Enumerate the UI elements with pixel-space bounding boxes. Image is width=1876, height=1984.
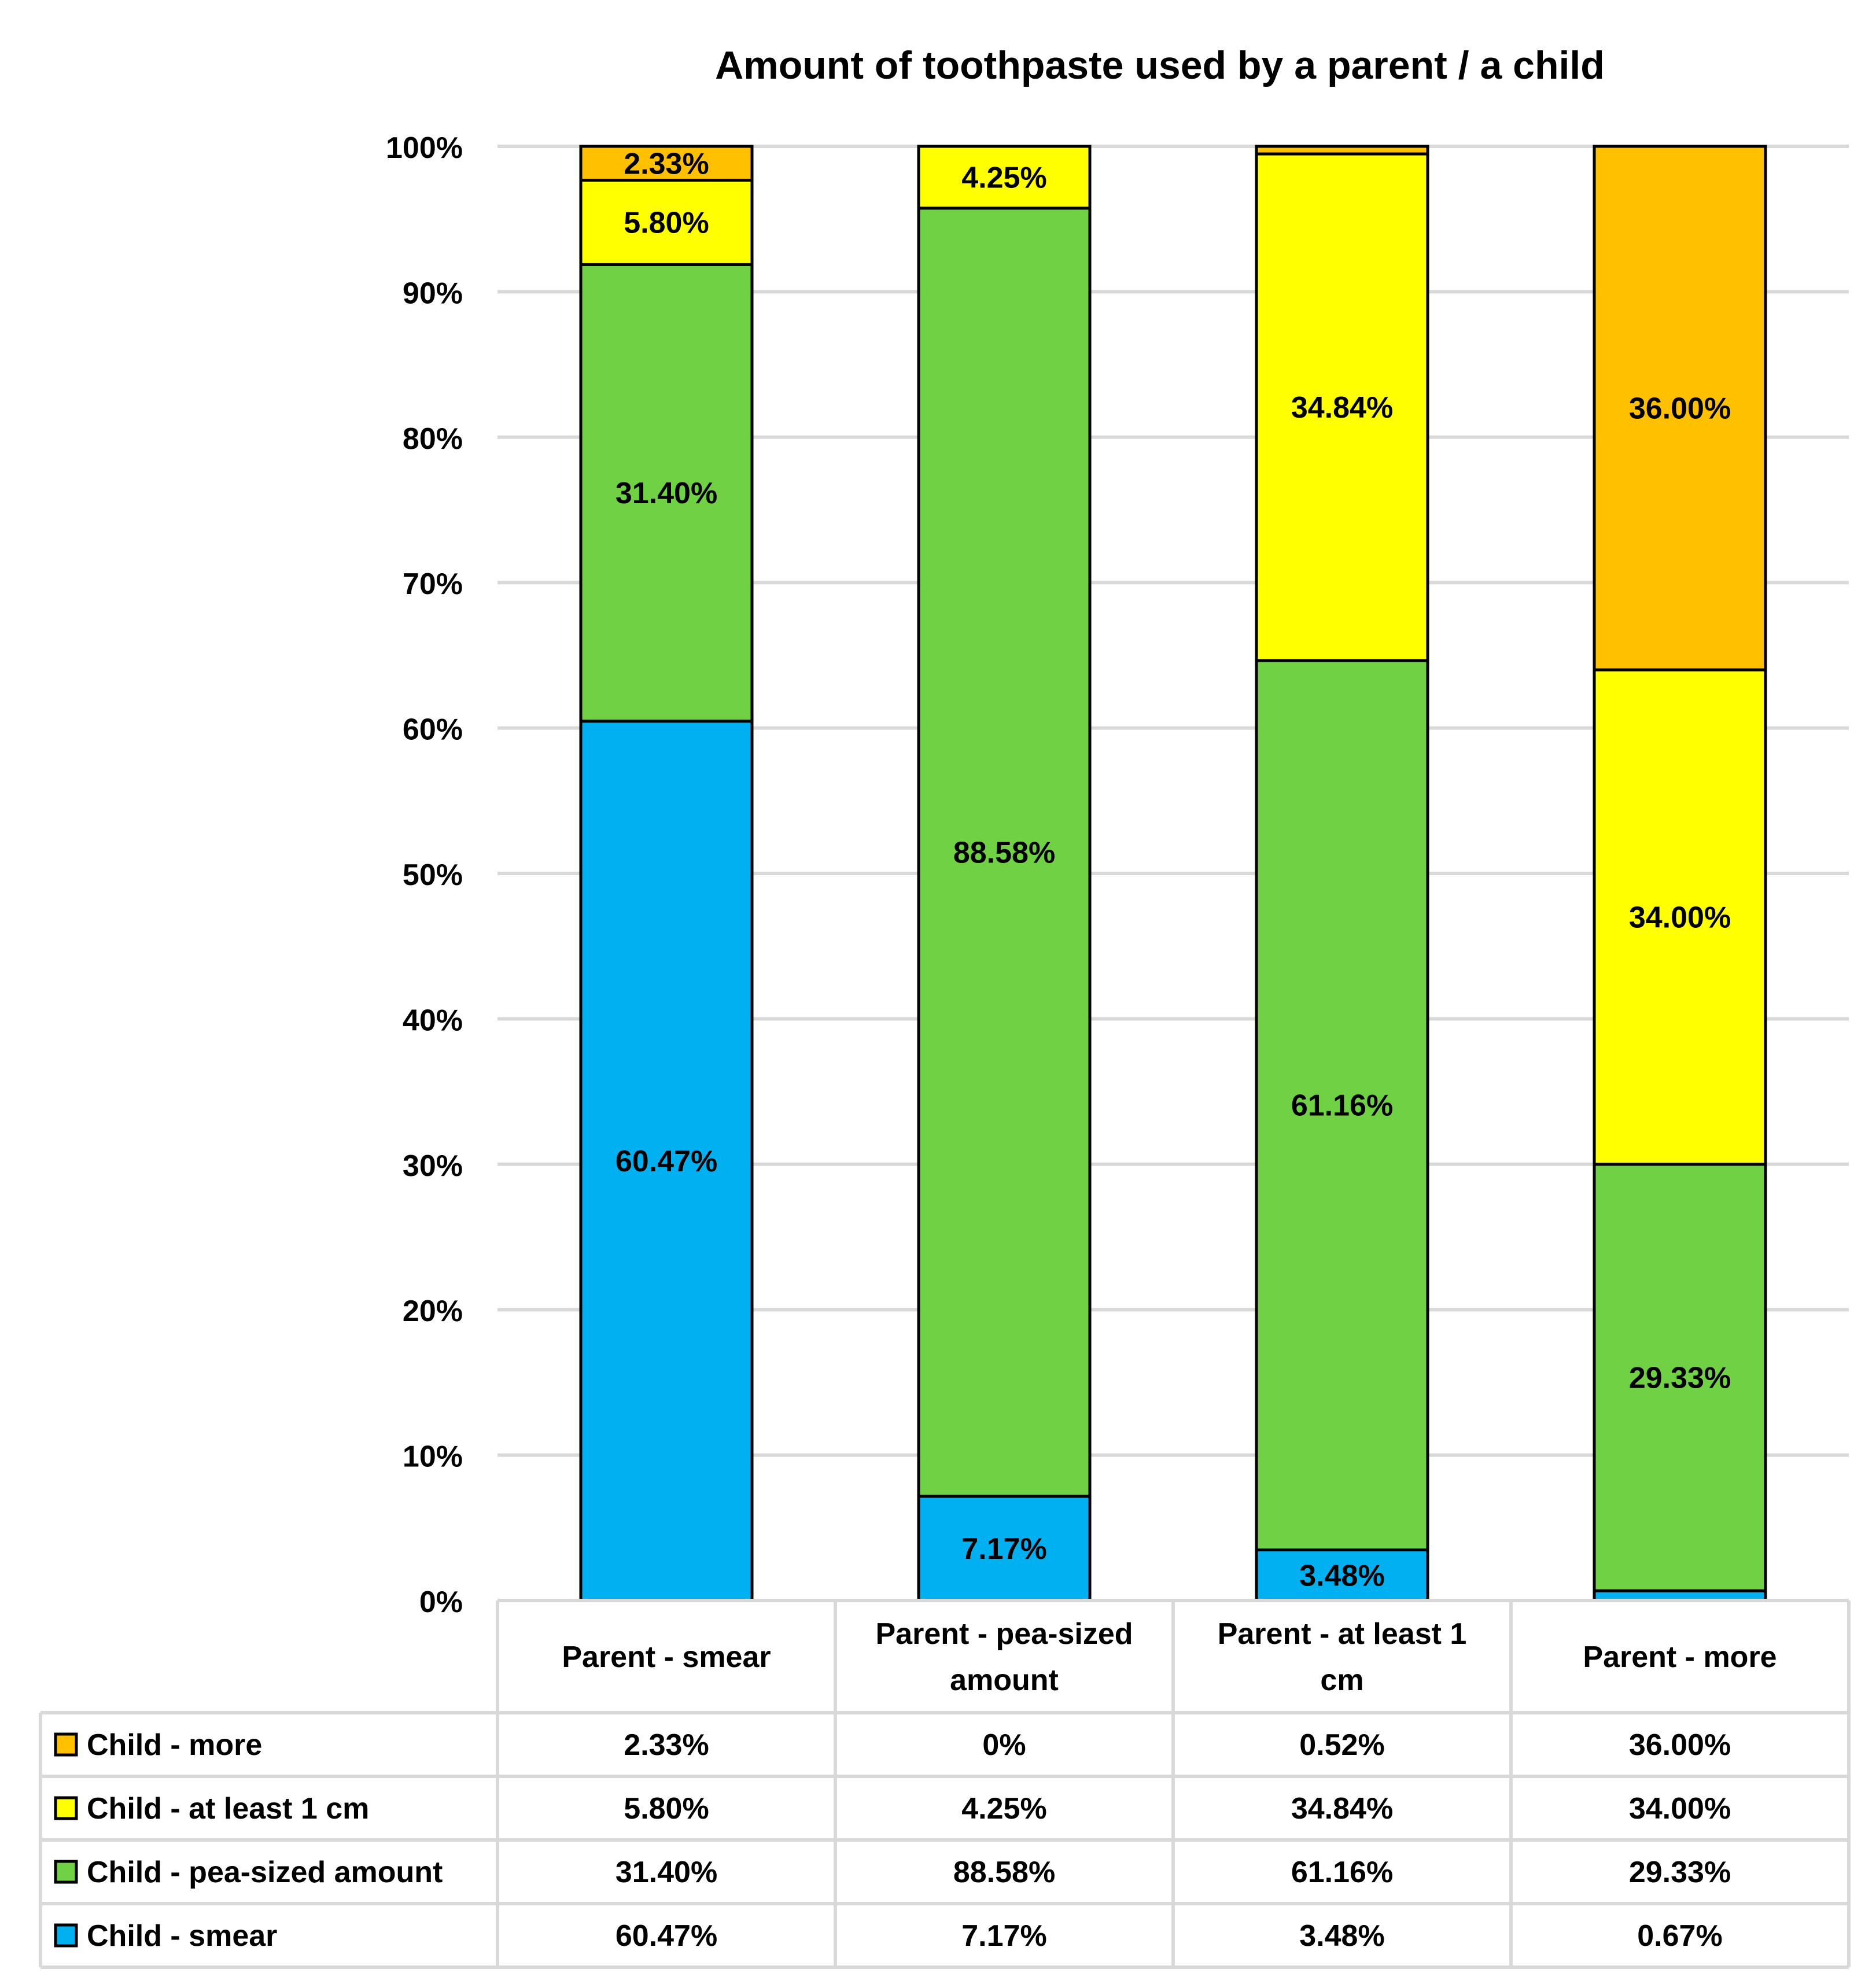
y-tick-label: 60% [403, 713, 463, 747]
bar-data-label: 61.16% [1291, 1089, 1393, 1123]
table-cell-value: 34.84% [1291, 1792, 1393, 1826]
table-cell-value: 61.16% [1291, 1856, 1393, 1889]
bar-segment [1255, 152, 1429, 662]
table-cell-value: 36.00% [1629, 1728, 1731, 1762]
legend-key [54, 1923, 78, 1948]
legend-label: Child - at least 1 cm [87, 1792, 369, 1826]
table-cell-value: 88.58% [953, 1856, 1055, 1889]
legend-label: Child - more [87, 1728, 262, 1762]
data-table: Parent - smear Parent - pea-sized amount Pa… [39, 1599, 1851, 1969]
y-tick-label: 0% [419, 1585, 463, 1619]
table-cell-value: 60.47% [615, 1919, 717, 1953]
table-cell-value: 31.40% [615, 1856, 717, 1889]
table-cell-value: 34.00% [1629, 1792, 1731, 1826]
table-cell-value: 0.52% [1299, 1728, 1384, 1762]
y-tick-label: 20% [403, 1295, 463, 1328]
legend-key [54, 1732, 78, 1757]
y-tick-label: 10% [403, 1440, 463, 1474]
legend-key [54, 1796, 78, 1820]
bar-data-label: 88.58% [953, 836, 1055, 869]
y-tick-label: 100% [386, 131, 463, 165]
table-cell-value: 5.80% [624, 1792, 709, 1826]
y-tick-label: 30% [403, 1149, 463, 1183]
bar-segment [579, 720, 754, 1602]
chart-title: Amount of toothpaste used by a parent / … [715, 43, 1605, 87]
bar-data-label: 4.25% [961, 161, 1046, 194]
bar-data-label: 34.00% [1629, 901, 1731, 934]
table-header-label: Parent - more [1583, 1640, 1777, 1674]
y-tick-label: 50% [403, 858, 463, 892]
bar-data-label: 29.33% [1629, 1361, 1731, 1395]
bars [579, 145, 1767, 1602]
bar-data-label: 31.40% [615, 477, 717, 510]
bar-data-label: 2.33% [624, 147, 709, 180]
table-cell-value: 3.48% [1299, 1919, 1384, 1953]
y-tick-label: 90% [403, 276, 463, 310]
y-tick-label: 70% [403, 567, 463, 601]
table-cell-value: 7.17% [961, 1919, 1046, 1953]
bar-segment [579, 263, 754, 723]
bar-data-label: 34.84% [1291, 391, 1393, 425]
y-tick-label: 40% [403, 1004, 463, 1037]
bar-segment [1593, 145, 1767, 672]
bar-data-label: 36.00% [1629, 392, 1731, 426]
table-cell-value: 0.67% [1637, 1919, 1722, 1953]
bar-segment [1255, 145, 1429, 156]
table-header-label: amount [950, 1664, 1059, 1697]
y-axis-tick-labels: 0% 10% 20% 30% 40% 50% 60% 70% 80% 90% 100% [386, 131, 463, 1619]
table-cell-value: 4.25% [961, 1792, 1046, 1826]
table-cell-value: 29.33% [1629, 1856, 1731, 1889]
bar-data-label: 3.48% [1299, 1559, 1384, 1592]
table-header-label: Parent - pea-sized [875, 1617, 1133, 1651]
bar-segment [1593, 668, 1767, 1166]
table-cell-value: 0% [982, 1728, 1026, 1762]
bar-data-label: 7.17% [961, 1532, 1046, 1566]
y-tick-label: 80% [403, 422, 463, 456]
table-header-label: Parent - at least 1 [1218, 1617, 1467, 1651]
bar-data-label: 60.47% [615, 1145, 717, 1178]
bar-segment [579, 179, 754, 266]
table-cell-value: 2.33% [624, 1728, 709, 1762]
legend-key [54, 1860, 78, 1884]
legend-label: Child - smear [87, 1919, 277, 1953]
bar-data-label: 5.80% [624, 206, 709, 239]
bar-segment [579, 145, 754, 182]
bar-data-labels: 60.47% 31.40% 5.80% 2.33% 7.17% 88.58% 4.25% 3.… [615, 147, 1731, 1592]
bar-segment [917, 1495, 1092, 1602]
table-header-label: cm [1320, 1664, 1363, 1697]
legend-label: Child - pea-sized amount [87, 1856, 443, 1889]
bar-segment [1255, 659, 1429, 1552]
bar-segment [917, 145, 1092, 210]
table-header-label: Parent - smear [562, 1640, 771, 1674]
